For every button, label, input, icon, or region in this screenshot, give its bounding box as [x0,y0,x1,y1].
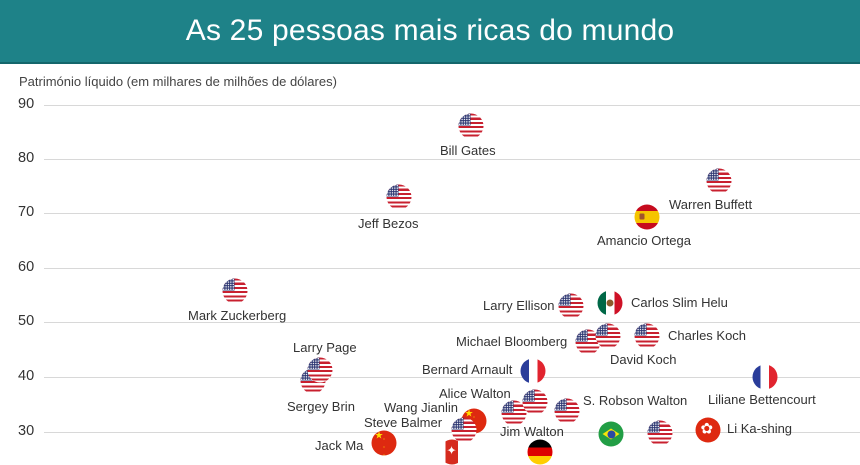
chart-title: As 25 pessoas mais ricas do mundo [185,14,675,47]
label-alice-walton: Alice Walton [439,386,511,401]
usa-flag-icon[interactable] [386,184,412,210]
y-tick-70: 70 [18,204,35,220]
usa-flag-icon[interactable] [451,417,477,443]
label-charles-koch: Charles Koch [668,328,747,343]
y-axis-label: Património líquido (em milhares de milhõ… [19,74,337,89]
label-bill-gates: Bill Gates [440,143,496,158]
label-jim-walton: Jim Walton [500,424,564,439]
usa-flag-icon[interactable] [575,329,601,355]
label-larry-page: Larry Page [293,340,357,355]
usa-flag-icon[interactable] [558,293,584,319]
usa-flag-icon[interactable] [501,400,527,426]
label-wang-jianlin: Wang Jianlin [384,400,458,415]
label-amancio-ortega: Amancio Ortega [597,233,691,248]
y-tick-40: 40 [18,368,35,384]
y-tick-60: 60 [18,259,35,275]
y-tick-90: 90 [18,96,35,112]
gridline-60 [44,268,860,269]
y-tick-30: 30 [18,423,35,439]
usa-flag-icon[interactable] [706,168,732,194]
label-liliane-bettencourt: Liliane Bettencourt [708,392,816,407]
gridline-40 [44,377,860,378]
scatter-plot: 90 80 70 60 50 40 30 Bill Gates Warren B… [0,0,860,448]
germany-flag-icon[interactable] [527,439,553,465]
label-bernard-arnault: Bernard Arnault [422,362,513,377]
label-carlos-slim-helu: Carlos Slim Helu [631,295,728,310]
gridline-50 [44,322,860,323]
usa-flag-icon[interactable] [458,113,484,139]
mexico-flag-icon[interactable] [597,290,623,316]
title-banner: As 25 pessoas mais ricas do mundo [0,0,860,64]
gridline-70 [44,213,860,214]
canada-flag-icon[interactable] [439,439,465,465]
label-s-robson-walton: S. Robson Walton [583,393,688,408]
gridline-80 [44,159,860,160]
y-tick-50: 50 [18,313,35,329]
china-flag-icon[interactable] [371,430,397,456]
label-steve-balmer: Steve Balmer [364,415,443,430]
france-flag-icon[interactable] [752,364,778,390]
usa-flag-icon[interactable] [307,357,333,383]
label-david-koch: David Koch [610,352,677,367]
label-sergey-brin: Sergey Brin [287,399,355,414]
usa-flag-icon[interactable] [595,323,621,349]
gridline-90 [44,105,860,106]
label-mark-zuckerberg: Mark Zuckerberg [188,308,287,323]
label-li-ka-shing: Li Ka-shing [727,421,793,436]
label-jack-ma: Jack Ma [315,438,364,453]
brazil-flag-icon[interactable] [598,421,624,447]
label-michael-bloomberg: Michael Bloomberg [456,334,568,349]
label-warren-buffett: Warren Buffett [669,197,753,212]
france-flag-icon[interactable] [520,358,546,384]
y-tick-80: 80 [18,150,35,166]
usa-flag-icon[interactable] [554,398,580,424]
spain-flag-icon[interactable] [634,204,660,230]
usa-flag-icon[interactable] [647,420,673,446]
usa-flag-icon[interactable] [634,323,660,349]
label-larry-ellison: Larry Ellison [483,298,555,313]
usa-flag-icon[interactable] [222,278,248,304]
hong-kong-flag-icon[interactable] [695,417,721,443]
usa-flag-icon[interactable] [522,389,548,415]
label-jeff-bezos: Jeff Bezos [358,216,419,231]
